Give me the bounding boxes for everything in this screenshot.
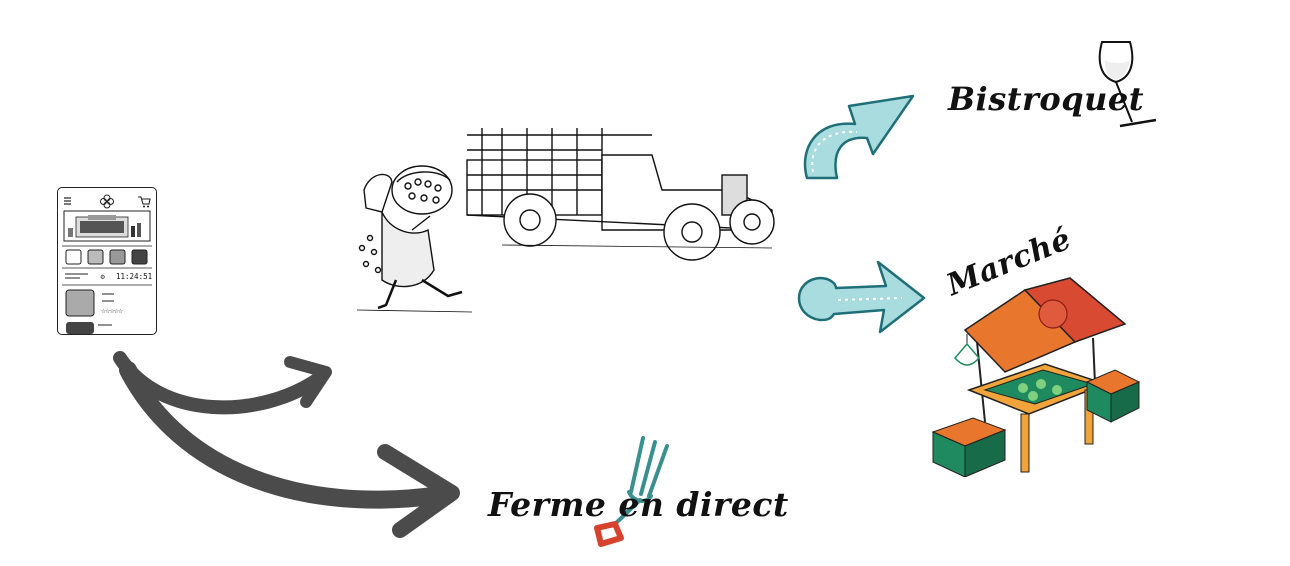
phone-screen: ⚙ bbox=[62, 194, 152, 334]
farmer-illustration bbox=[356, 165, 473, 313]
category-tile[interactable] bbox=[109, 249, 126, 265]
bistroquet-label: Bistroquet bbox=[948, 80, 1144, 118]
market-stall-illustration bbox=[931, 277, 1141, 477]
hanging-net-bag bbox=[954, 334, 980, 366]
cart-icon[interactable] bbox=[138, 196, 151, 208]
clover-logo-icon bbox=[100, 194, 114, 209]
market-table bbox=[966, 363, 1108, 473]
truck-illustration bbox=[466, 128, 775, 261]
category-tile[interactable] bbox=[87, 249, 104, 265]
gray-arrows bbox=[113, 351, 460, 538]
hamburger-icon[interactable] bbox=[64, 197, 71, 205]
phone-app-mockup: ⚙ 11:24:51 ☆☆☆☆☆ bbox=[57, 187, 157, 335]
arrow-to-farm bbox=[119, 361, 460, 538]
teal-arrow-marche bbox=[797, 260, 926, 334]
clock-text: 11:24:51 bbox=[116, 272, 153, 281]
stall-awning bbox=[963, 277, 1127, 423]
category-tile[interactable] bbox=[131, 249, 148, 265]
product-thumbnail[interactable] bbox=[65, 289, 95, 317]
vegetable-crates bbox=[931, 369, 1141, 477]
teal-arrow-bistroquet bbox=[803, 94, 915, 180]
wine-glass-icon bbox=[1098, 41, 1157, 128]
rating-stars: ☆☆☆☆☆ bbox=[101, 306, 123, 315]
clock-icon: ⚙ bbox=[100, 274, 105, 281]
banner-image bbox=[63, 210, 151, 242]
pitchfork-icon bbox=[594, 436, 669, 547]
product-thumbnail[interactable] bbox=[66, 322, 94, 334]
delivery-illustration bbox=[356, 128, 775, 313]
category-tile[interactable] bbox=[65, 249, 82, 265]
ferme-en-direct-label: Ferme en direct bbox=[488, 485, 789, 524]
